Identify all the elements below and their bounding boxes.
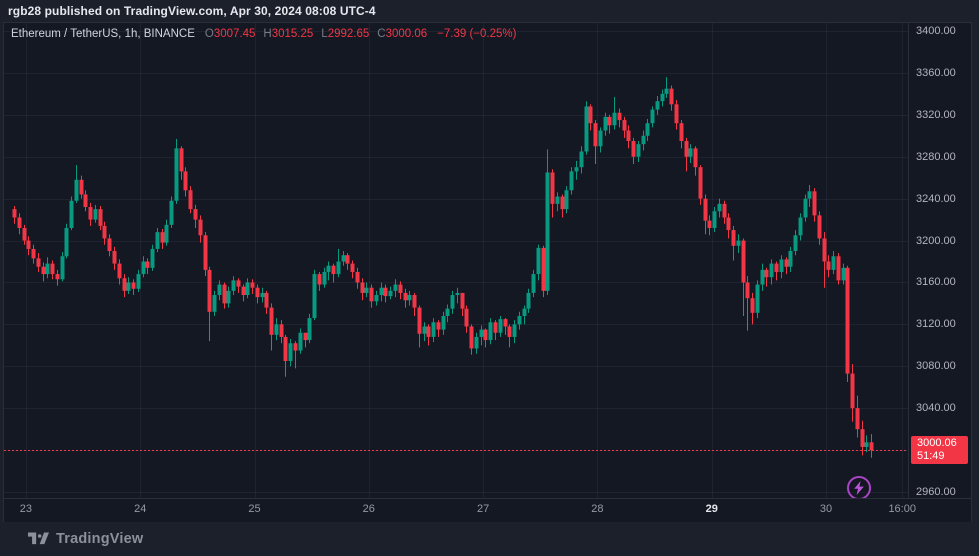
last-price-value: 3000.06 xyxy=(917,437,957,450)
price-axis-label: 3280.00 xyxy=(916,150,956,163)
price-axis[interactable]: 3000.06 51:49 3400.00 3360.00 3320.00 3280.… xyxy=(908,23,972,498)
chart-widget: Ethereum / TetherUS, 1h, BINANCE O3007.45… xyxy=(3,22,972,522)
symbol-title[interactable]: Ethereum / TetherUS, 1h, BINANCE xyxy=(11,28,195,40)
legend-ohlc-value: 3000.06 xyxy=(385,28,428,40)
price-axis-label: 3120.00 xyxy=(916,318,956,331)
legend-c-pair: C3000.06 xyxy=(377,28,427,40)
time-axis[interactable]: 23 24 25 26 27 28 29 30 16:00 xyxy=(4,498,971,522)
legend-ohlc-value: 3007.45 xyxy=(213,28,256,40)
lightning-icon xyxy=(854,481,864,495)
time-axis-label: 30 xyxy=(819,503,833,515)
price-axis-label: 3400.00 xyxy=(916,25,956,37)
legend-ohlc-value: 3015.25 xyxy=(271,28,314,40)
time-axis-label: 29 xyxy=(705,503,718,515)
legend-ohlc-value: 2992.65 xyxy=(327,28,370,40)
time-axis-label: 26 xyxy=(362,503,375,515)
legend-ohlc-letter: O xyxy=(204,28,214,40)
footer-bar: TradingView xyxy=(0,522,979,556)
legend-ohlc-letter: C xyxy=(377,28,386,40)
candlestick-chart[interactable] xyxy=(4,23,908,498)
price-axis-label: 3160.00 xyxy=(916,276,956,289)
time-axis-label: 28 xyxy=(591,503,604,515)
last-price-badge: 3000.06 51:49 xyxy=(911,436,968,465)
chart-pane[interactable]: Ethereum / TetherUS, 1h, BINANCE O3007.45… xyxy=(4,23,908,498)
tradingview-logo[interactable]: TradingView xyxy=(28,531,143,548)
price-axis-label: 3040.00 xyxy=(916,402,956,415)
legend-o-pair: O3007.45 xyxy=(205,28,256,40)
time-axis-label: 16:00 xyxy=(888,503,916,515)
legend-l-pair: L2992.65 xyxy=(321,28,369,40)
tradingview-mark-icon xyxy=(28,532,49,544)
attribution-bar: rgb28 published on TradingView.com, Apr … xyxy=(0,0,979,22)
price-axis-label: 3360.00 xyxy=(916,66,956,79)
legend-ohlc-letter: H xyxy=(263,28,272,40)
price-axis-label: 3240.00 xyxy=(916,192,956,205)
legend-h-pair: H3015.25 xyxy=(263,28,313,40)
time-axis-label: 27 xyxy=(476,503,490,515)
attribution-text: rgb28 published on TradingView.com, Apr … xyxy=(8,4,376,18)
symbol-legend: Ethereum / TetherUS, 1h, BINANCE O3007.45… xyxy=(11,28,516,40)
bar-countdown: 51:49 xyxy=(917,450,945,463)
price-axis-label: 3320.00 xyxy=(916,108,956,121)
time-axis-label: 23 xyxy=(19,503,33,515)
legend-ohlc-letter: L xyxy=(321,28,328,40)
time-axis-label: 24 xyxy=(134,503,147,515)
legend-ohlc-values: O3007.45 H3015.25 L2992.65 C3000.06 xyxy=(205,28,435,40)
tradingview-wordmark: TradingView xyxy=(56,531,144,547)
price-axis-label: 2960.00 xyxy=(916,486,956,498)
legend-change: −7.39 (−0.25%) xyxy=(437,28,517,40)
price-axis-label: 3080.00 xyxy=(916,360,956,373)
price-axis-label: 3200.00 xyxy=(916,234,956,247)
time-axis-label: 25 xyxy=(248,503,261,515)
boost-button[interactable] xyxy=(847,476,871,498)
